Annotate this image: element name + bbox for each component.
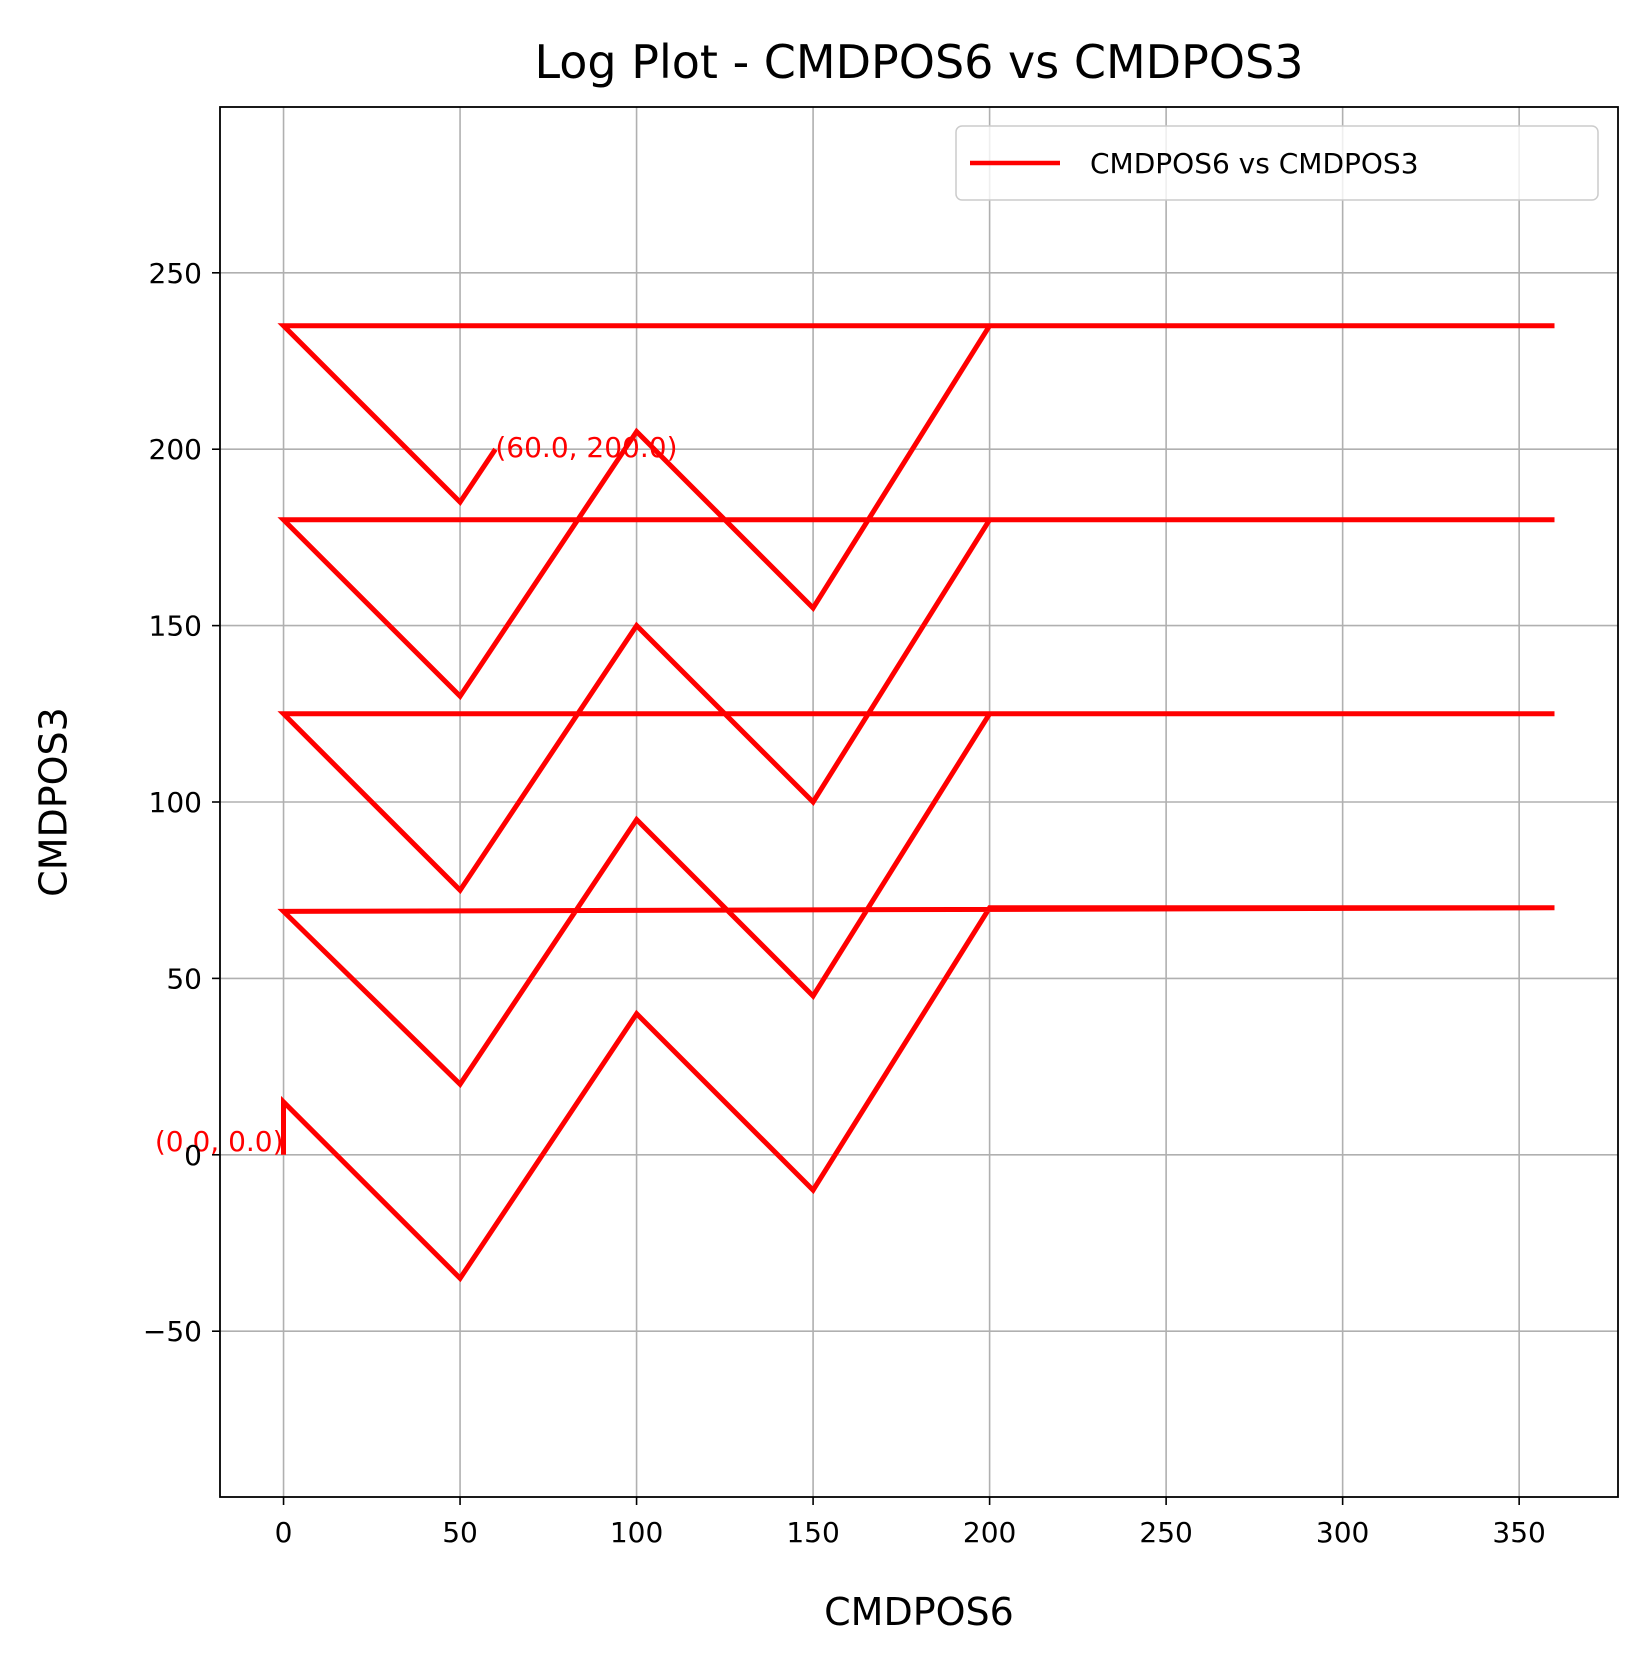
y-tick-label: 100 xyxy=(149,786,202,819)
x-axis-label: CMDPOS6 xyxy=(824,1590,1014,1634)
annotation-label: (60.0, 200.0) xyxy=(495,431,677,464)
legend: CMDPOS6 vs CMDPOS3 xyxy=(955,125,1599,201)
legend-box xyxy=(955,125,1599,201)
x-tick-label: 50 xyxy=(442,1516,478,1549)
chart-title: Log Plot - CMDPOS6 vs CMDPOS3 xyxy=(534,35,1303,89)
legend-label: CMDPOS6 vs CMDPOS3 xyxy=(1090,147,1419,180)
x-tick-label: 0 xyxy=(275,1516,293,1549)
x-tick-label: 250 xyxy=(1139,1516,1192,1549)
y-tick-label: −50 xyxy=(143,1315,202,1348)
y-tick-label: 0 xyxy=(184,1139,202,1172)
x-tick-label: 100 xyxy=(610,1516,663,1549)
y-tick-label: 200 xyxy=(149,433,202,466)
y-tick-label: 250 xyxy=(149,257,202,290)
x-tick-label: 150 xyxy=(786,1516,839,1549)
x-tick-label: 350 xyxy=(1492,1516,1545,1549)
y-tick-label: 50 xyxy=(166,962,202,995)
x-tick-label: 300 xyxy=(1316,1516,1369,1549)
x-tick-label: 200 xyxy=(963,1516,1016,1549)
grid xyxy=(220,107,1618,1497)
series-line xyxy=(277,323,1555,1283)
series-layer xyxy=(277,323,1555,1283)
y-axis-label: CMDPOS3 xyxy=(32,707,76,897)
ticks: 0 50 100 150 200 250 300 350 −50 0 50 100 150 200 250 xyxy=(143,257,1546,1549)
y-tick-label: 150 xyxy=(149,610,202,643)
